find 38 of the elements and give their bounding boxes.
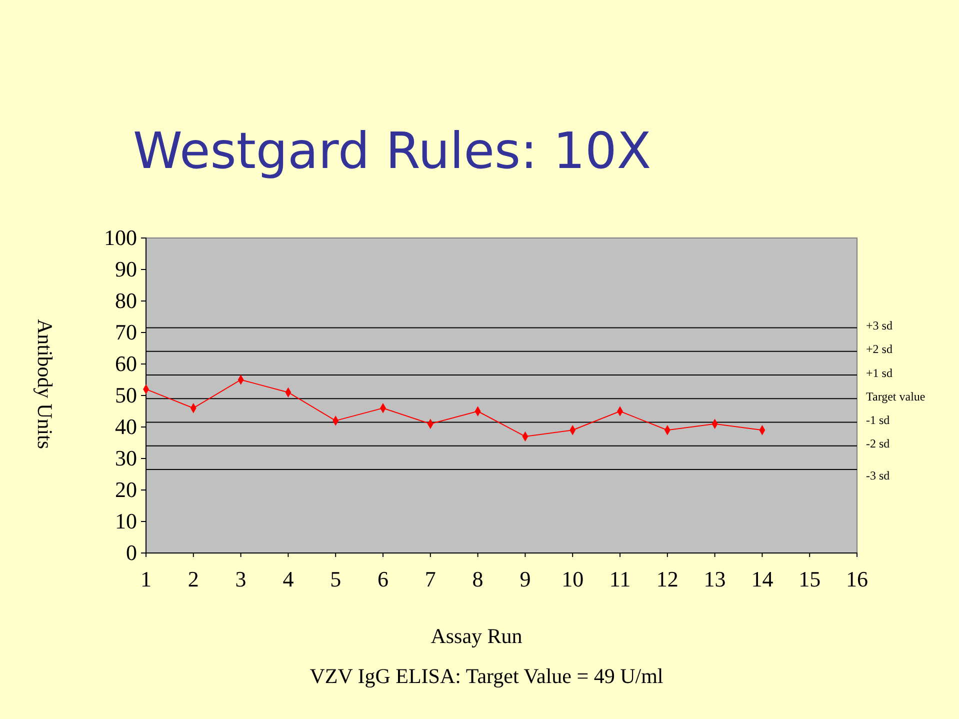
ref-line-label: +2 sd	[866, 342, 892, 356]
y-tick-label: 40	[115, 414, 137, 440]
y-tick-label: 80	[115, 288, 137, 314]
y-tick-label: 60	[115, 351, 137, 376]
ref-line-label: Target value	[866, 389, 926, 404]
x-tick-label: 10	[562, 566, 584, 592]
x-tick-label: 3	[235, 566, 246, 592]
x-tick-label: 7	[424, 566, 436, 592]
x-tick-label: 14	[751, 566, 774, 592]
x-tick-label: 2	[188, 566, 199, 592]
y-tick-label: 90	[115, 256, 137, 282]
ref-line-label: +1 sd	[866, 366, 892, 380]
x-tick-label: 5	[330, 566, 342, 592]
ref-line-label: -2 sd	[866, 436, 890, 451]
x-tick-label: 9	[520, 566, 531, 592]
x-tick-label: 8	[472, 566, 484, 592]
y-tick-label: 70	[115, 320, 137, 345]
x-tick-label: 1	[140, 566, 152, 592]
y-tick-label: 20	[115, 477, 137, 502]
x-tick-label: 4	[282, 566, 294, 592]
y-tick-label: 10	[115, 508, 137, 534]
chart-title: Westgard Rules: 10X	[133, 122, 652, 180]
x-tick-label: 12	[656, 566, 678, 592]
x-axis-title: Assay Run	[430, 624, 523, 648]
y-axis-title: Antibody Units	[33, 318, 57, 450]
x-tick-label: 11	[609, 566, 631, 592]
x-tick-label: 13	[704, 566, 726, 592]
x-tick-label: 6	[378, 566, 388, 592]
y-tick-label: 30	[115, 446, 137, 471]
text: VZV IgG ELISA: Target Value = 49 U/ml	[310, 664, 664, 688]
ref-line-label: -1 sd	[866, 413, 890, 428]
y-tick-label: 50	[115, 382, 137, 408]
x-tick-label: 16	[846, 566, 868, 592]
y-tick-label: 100	[104, 225, 137, 250]
y-tick-label: 0	[126, 540, 137, 566]
ref-line-label: -3 sd	[866, 468, 890, 482]
ref-line-label: +3 sd	[866, 318, 892, 333]
x-tick-label: 15	[798, 566, 821, 592]
